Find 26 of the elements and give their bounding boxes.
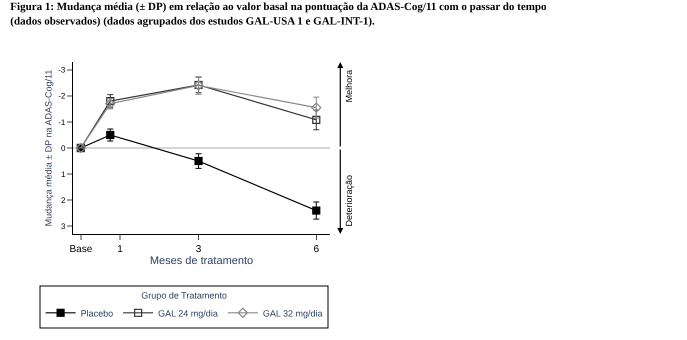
x-axis-title: Meses de tratamento (150, 255, 254, 268)
y-tick-label: -3 (58, 66, 66, 75)
point (311, 102, 322, 113)
x-tick-label: Base (69, 244, 93, 255)
point (312, 206, 320, 215)
legend-label: GAL 24 mg/dia (158, 308, 218, 318)
point (312, 116, 320, 124)
point (194, 156, 203, 166)
legend-label: Placebo (80, 308, 114, 318)
y-tick-label: 0 (60, 144, 66, 153)
y-tick-label: 3 (60, 222, 66, 231)
x-tick-label: 6 (313, 244, 320, 255)
y-tick-label: -1 (58, 118, 66, 127)
y-axis-title: Mudança média ± DP na ADAS-Cog/11 (44, 70, 54, 226)
y-tick-label: 2 (60, 196, 66, 205)
x-tick-label: 1 (117, 244, 124, 255)
y-tick-label: 1 (60, 170, 66, 179)
point (106, 96, 114, 106)
point (106, 130, 114, 140)
text: Deterioração (344, 175, 354, 227)
x-tick-label: 3 (196, 244, 202, 255)
legend-title: Grupo de Tratamento (141, 290, 227, 300)
y-tick-label: -2 (58, 92, 66, 101)
chart-title: Figura 1: Mudança média (± DP) em relação ao valor basal na pontuação da ADAS-Cog/11 com o passar do tempo (dados observados) (dados agrupados dos estudos GAL-USA 1 e GAL-INT-1). (10, 1, 547, 28)
text: Melhora (344, 70, 354, 102)
legend-label: GAL 32 mg/dia (262, 308, 323, 318)
